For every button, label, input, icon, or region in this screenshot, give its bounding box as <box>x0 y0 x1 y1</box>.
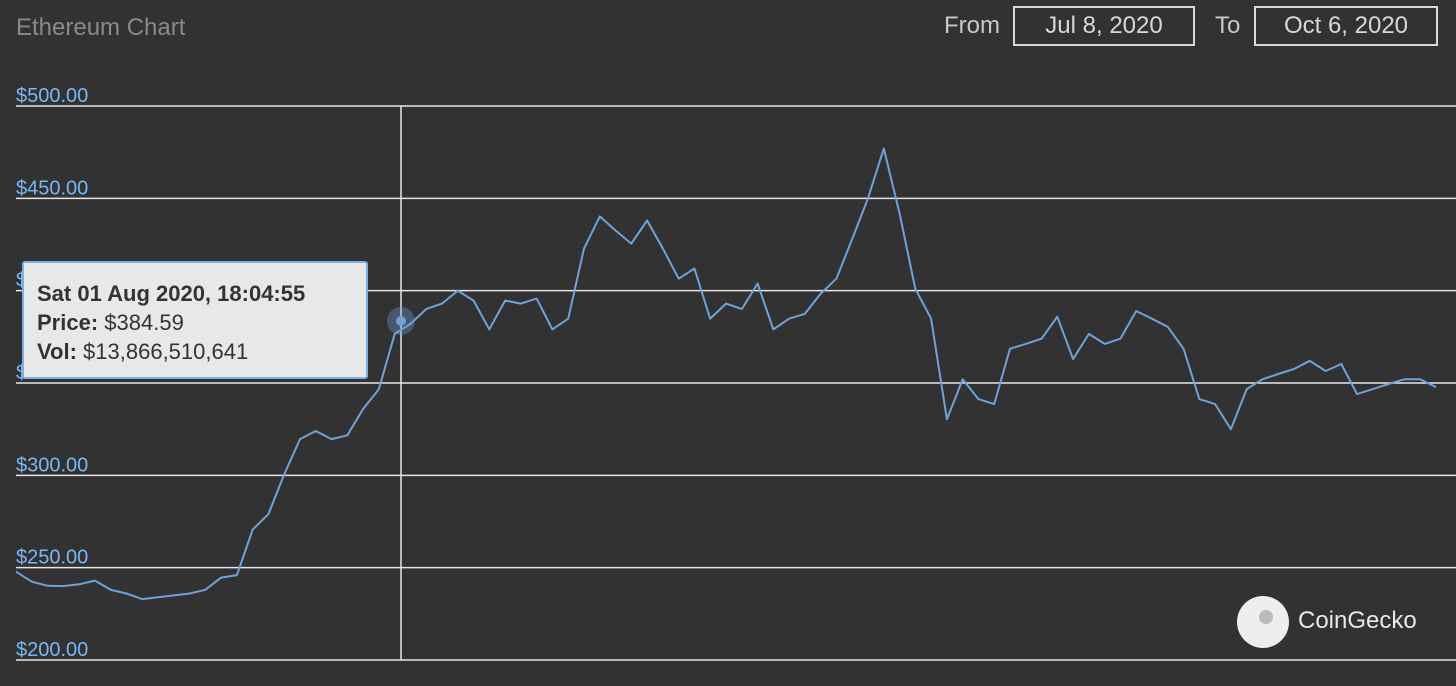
y-tick-label: $500.00 <box>16 85 88 107</box>
price-line <box>15 147 1437 601</box>
tooltip-date: Sat 01 Aug 2020, 18:04:55 <box>37 281 306 306</box>
y-tick-label: $200.00 <box>16 639 88 661</box>
from-date[interactable]: Jul 8, 2020 <box>1013 6 1195 46</box>
hover-dot <box>396 316 406 326</box>
tooltip: Sat 01 Aug 2020, 18:04:55 Price: $384.59… <box>22 261 368 379</box>
to-date[interactable]: Oct 6, 2020 <box>1254 6 1438 46</box>
y-tick-label: $450.00 <box>16 177 88 199</box>
logo-icon <box>1237 596 1289 648</box>
y-tick-label: $300.00 <box>16 454 88 476</box>
to-label: To <box>1215 12 1241 39</box>
tooltip-vol-label: Vol: <box>37 339 77 364</box>
chart-title: Ethereum Chart <box>16 14 186 41</box>
from-label: From <box>944 12 1000 39</box>
tooltip-price: $384.59 <box>104 310 184 335</box>
y-tick-label: $250.00 <box>16 547 88 569</box>
logo-text: CoinGecko <box>1298 607 1417 634</box>
tooltip-vol: $13,866,510,641 <box>83 339 249 364</box>
tooltip-price-label: Price: <box>37 310 99 335</box>
